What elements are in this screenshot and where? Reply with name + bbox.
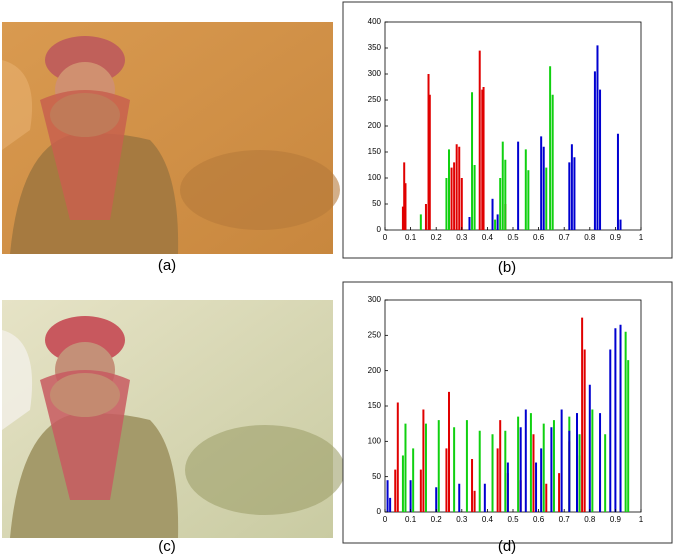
plot-area: [384, 21, 642, 231]
x-tick-label: 0.5: [507, 515, 519, 524]
caption: (d): [498, 538, 516, 555]
x-tick-label: 0.7: [559, 233, 571, 242]
x-tick-label: 0: [383, 515, 388, 524]
photo-dehazed: [2, 300, 345, 538]
x-tick-label: 0.9: [610, 515, 622, 524]
y-tick-label: 350: [368, 43, 382, 52]
y-tick-label: 150: [368, 401, 382, 410]
y-tick-label: 250: [368, 95, 382, 104]
x-tick-label: 0.4: [482, 233, 494, 242]
x-tick-label: 0.9: [610, 233, 622, 242]
y-tick-label: 200: [368, 366, 382, 375]
x-tick-label: 0.7: [559, 515, 571, 524]
y-tick-label: 100: [368, 436, 382, 445]
x-tick-label: 0.1: [405, 233, 417, 242]
caption: (a): [158, 257, 176, 274]
y-tick-label: 300: [368, 295, 382, 304]
x-tick-label: 1: [639, 233, 644, 242]
y-tick-label: 400: [368, 17, 382, 26]
x-tick-label: 0.1: [405, 515, 417, 524]
x-tick-label: 0.2: [431, 515, 443, 524]
x-tick-label: 0.3: [456, 233, 468, 242]
x-tick-label: 0.6: [533, 233, 545, 242]
x-tick-label: 0.5: [507, 233, 519, 242]
y-tick-label: 50: [372, 472, 381, 481]
x-tick-label: 0.6: [533, 515, 545, 524]
x-tick-label: 0.3: [456, 515, 468, 524]
y-tick-label: 100: [368, 173, 382, 182]
plot-area: [384, 299, 642, 513]
x-tick-label: 0.4: [482, 515, 494, 524]
photo-hazy: [2, 22, 340, 254]
x-tick-label: 0: [383, 233, 388, 242]
y-tick-label: 0: [377, 225, 382, 234]
x-tick-label: 0.8: [584, 233, 596, 242]
y-tick-label: 150: [368, 147, 382, 156]
caption: (c): [158, 538, 176, 555]
x-tick-label: 0.8: [584, 515, 596, 524]
y-tick-label: 0: [377, 507, 382, 516]
y-tick-label: 300: [368, 69, 382, 78]
y-tick-label: 250: [368, 330, 382, 339]
x-tick-label: 1: [639, 515, 644, 524]
caption: (b): [498, 259, 516, 276]
y-tick-label: 200: [368, 121, 382, 130]
y-tick-label: 50: [372, 199, 381, 208]
x-tick-label: 0.2: [431, 233, 443, 242]
